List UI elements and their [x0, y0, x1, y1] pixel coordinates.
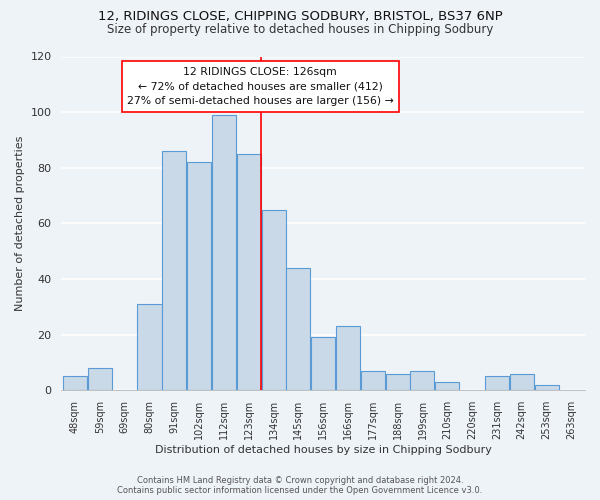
Bar [212, 115, 236, 390]
Text: Size of property relative to detached houses in Chipping Sodbury: Size of property relative to detached ho… [107, 22, 493, 36]
Bar [286, 268, 310, 390]
Bar [311, 338, 335, 390]
Bar [88, 368, 112, 390]
Bar [187, 162, 211, 390]
Bar [137, 304, 161, 390]
Text: 12 RIDINGS CLOSE: 126sqm
← 72% of detached houses are smaller (412)
27% of semi-: 12 RIDINGS CLOSE: 126sqm ← 72% of detach… [127, 66, 394, 106]
Text: Contains HM Land Registry data © Crown copyright and database right 2024.: Contains HM Land Registry data © Crown c… [137, 476, 463, 485]
Bar [410, 371, 434, 390]
Y-axis label: Number of detached properties: Number of detached properties [15, 136, 25, 311]
Bar [509, 374, 534, 390]
X-axis label: Distribution of detached houses by size in Chipping Sodbury: Distribution of detached houses by size … [155, 445, 491, 455]
Bar [435, 382, 460, 390]
Bar [63, 376, 87, 390]
Bar [361, 371, 385, 390]
Text: Contains public sector information licensed under the Open Government Licence v3: Contains public sector information licen… [118, 486, 482, 495]
Bar [386, 374, 410, 390]
Bar [162, 151, 187, 390]
Bar [237, 154, 261, 390]
Bar [535, 385, 559, 390]
Bar [485, 376, 509, 390]
Bar [336, 326, 360, 390]
Text: 12, RIDINGS CLOSE, CHIPPING SODBURY, BRISTOL, BS37 6NP: 12, RIDINGS CLOSE, CHIPPING SODBURY, BRI… [98, 10, 502, 23]
Bar [262, 210, 286, 390]
